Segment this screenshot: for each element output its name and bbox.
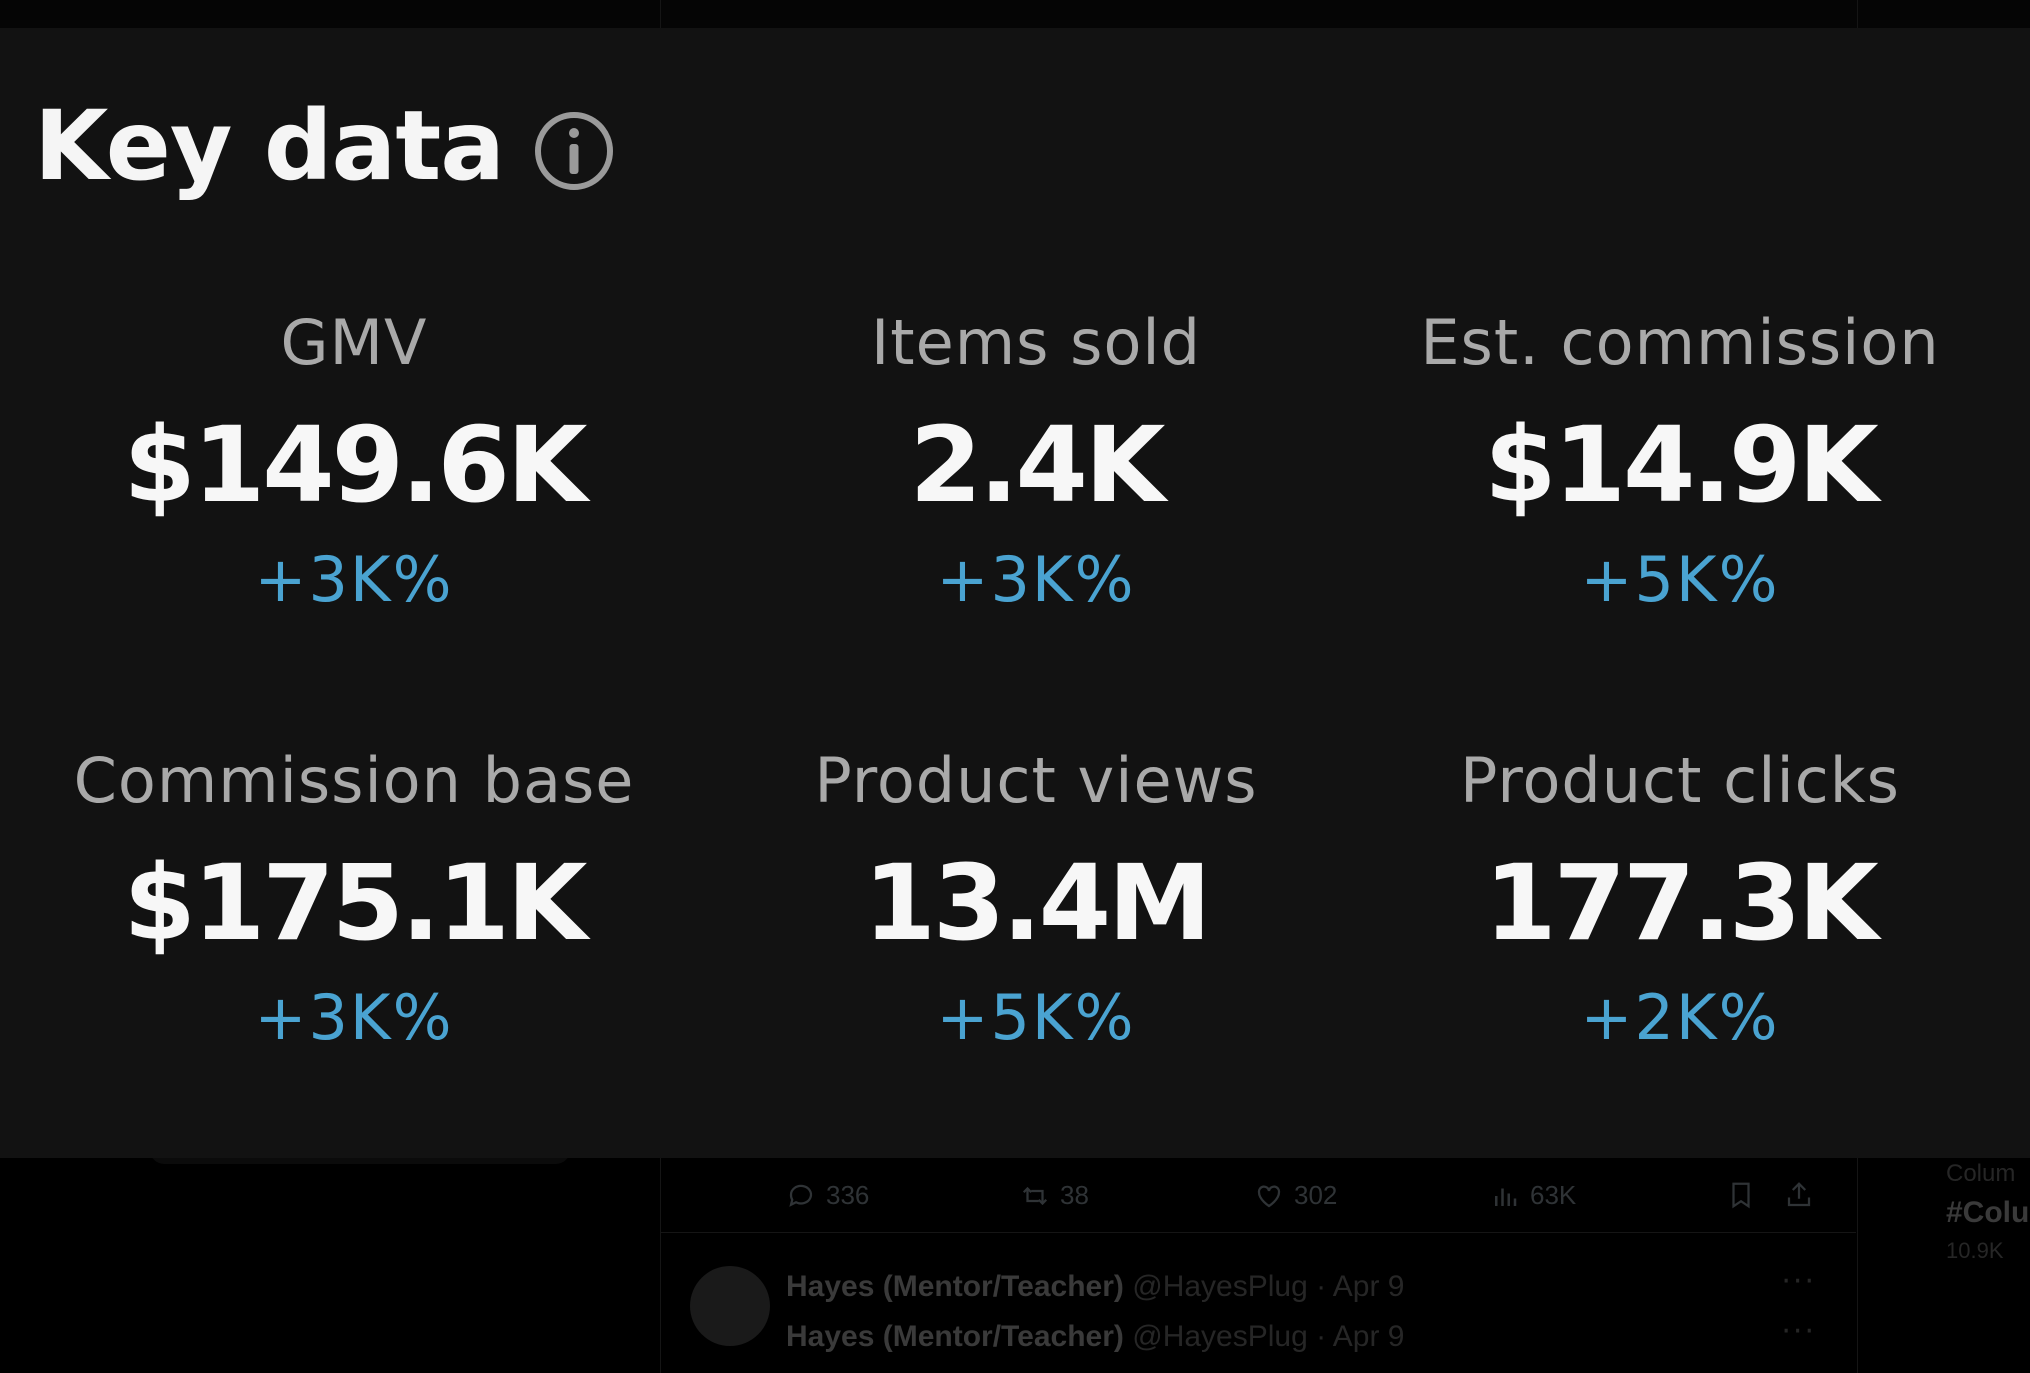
- trend-count: 10.9K: [1946, 1238, 2004, 1263]
- metric-change: +3K%: [254, 981, 454, 1054]
- metric-value: 2.4K: [909, 404, 1166, 526]
- metric-value: 177.3K: [1484, 842, 1879, 964]
- trend-category: Colum: [1946, 1160, 2016, 1187]
- key-data-card: Key data GMV $149.6K +3K% Items sold 2.4…: [0, 28, 2030, 1158]
- trend-hashtag: #Colu: [1946, 1196, 2030, 1229]
- views-count: 63K: [1530, 1180, 1577, 1210]
- retweet-action[interactable]: 38: [1020, 1180, 1089, 1211]
- reply-count: 336: [826, 1180, 870, 1210]
- metric-change: +5K%: [936, 981, 1136, 1054]
- bookmark-icon: [1732, 1182, 1750, 1209]
- metric-product-clicks: Product clicks 177.3K +2K%: [1340, 744, 2020, 1049]
- tweet-author-handle: @HayesPlug · Apr 9: [1132, 1320, 1405, 1353]
- reply-action[interactable]: 336: [786, 1180, 869, 1211]
- share-icon: [1787, 1182, 1811, 1207]
- metric-value: $149.6K: [123, 404, 588, 526]
- metric-label: Commission base: [73, 744, 635, 817]
- like-count: 302: [1294, 1180, 1338, 1210]
- metric-label: Items sold: [871, 306, 1201, 379]
- heart-icon: [1257, 1184, 1281, 1207]
- metric-product-views: Product views 13.4M +5K%: [696, 744, 1376, 1049]
- more-icon[interactable]: ···: [1781, 1314, 1816, 1349]
- metric-label: GMV: [280, 306, 428, 379]
- bar-chart-icon: [1495, 1188, 1517, 1206]
- tweet-author-line: Hayes (Mentor/Teacher) @HayesPlug · Apr …: [786, 1270, 1404, 1304]
- views-action[interactable]: 63K: [1490, 1180, 1576, 1211]
- metric-items-sold: Items sold 2.4K +3K%: [696, 306, 1376, 611]
- metric-change: +5K%: [1580, 543, 1780, 616]
- tweet-author-line: Hayes (Mentor/Teacher) @HayesPlug · Apr …: [786, 1320, 1404, 1354]
- metric-value: $14.9K: [1484, 404, 1879, 526]
- background-top-bar: [0, 0, 2030, 28]
- metric-change: +3K%: [936, 543, 1136, 616]
- share-action[interactable]: [1784, 1180, 1814, 1210]
- tweet-action-bar: 336 38 302 63K: [660, 1162, 1856, 1233]
- retweet-count: 38: [1060, 1180, 1089, 1210]
- like-action[interactable]: 302: [1254, 1180, 1337, 1211]
- trend-item[interactable]: Colum #Colu 10.9K: [1946, 1160, 2030, 1264]
- info-icon[interactable]: [534, 111, 614, 191]
- avatar[interactable]: [690, 1266, 770, 1346]
- metric-change: +2K%: [1580, 981, 1780, 1054]
- metric-label: Product clicks: [1460, 744, 1900, 817]
- more-icon[interactable]: ···: [1781, 1264, 1816, 1299]
- tweet-author-name[interactable]: Hayes (Mentor/Teacher): [786, 1270, 1124, 1303]
- metric-change: +3K%: [254, 543, 454, 616]
- metric-gmv: GMV $149.6K +3K%: [14, 306, 694, 611]
- card-title: Key data: [34, 90, 505, 202]
- metric-value: 13.4M: [863, 842, 1211, 964]
- tweet-item[interactable]: Hayes (Mentor/Teacher) @HayesPlug · Apr …: [660, 1260, 1856, 1346]
- metric-commission-base: Commission base $175.1K +3K%: [14, 744, 694, 1049]
- retweet-icon: [1022, 1186, 1048, 1205]
- tweet-item[interactable]: Hayes (Mentor/Teacher) @HayesPlug · Apr …: [660, 1310, 1856, 1360]
- bookmark-action[interactable]: [1726, 1180, 1756, 1210]
- metric-label: Product views: [814, 744, 1258, 817]
- metric-value: $175.1K: [123, 842, 588, 964]
- metric-est-commission: Est. commission $14.9K +5K%: [1340, 306, 2020, 611]
- tweet-author-name[interactable]: Hayes (Mentor/Teacher): [786, 1320, 1124, 1353]
- card-header: Key data: [34, 98, 614, 194]
- reply-icon: [789, 1184, 813, 1207]
- metric-label: Est. commission: [1420, 306, 1940, 379]
- tweet-author-handle: @HayesPlug · Apr 9: [1132, 1270, 1405, 1303]
